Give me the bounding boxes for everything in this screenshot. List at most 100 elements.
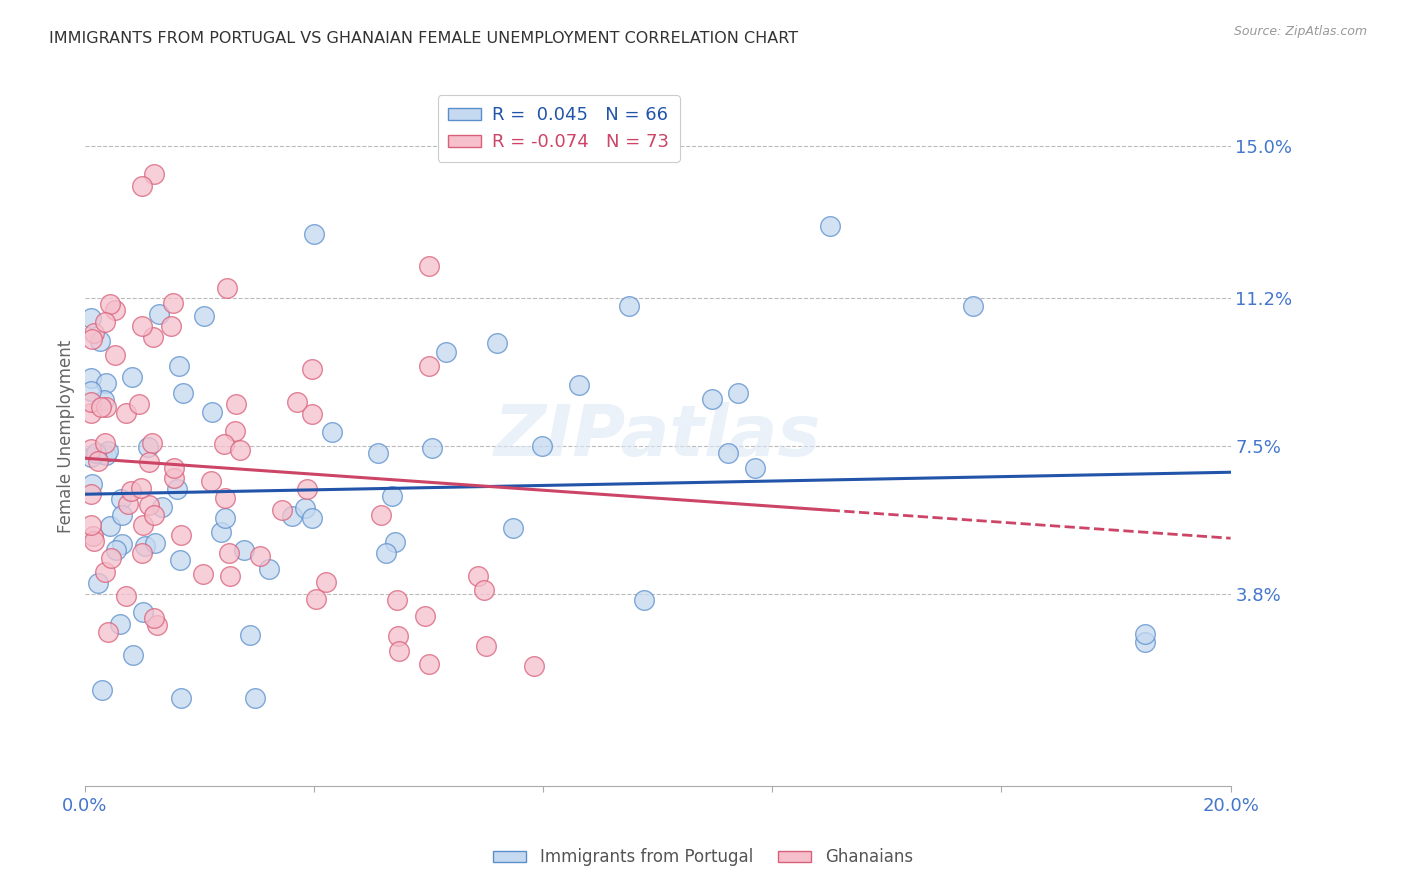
- Point: [315, 575, 337, 590]
- Point: [219, 569, 242, 583]
- Point: [160, 319, 183, 334]
- Point: [98, 519, 121, 533]
- Point: [131, 546, 153, 560]
- Point: [225, 397, 247, 411]
- Point: [79, 406, 101, 420]
- Point: [380, 489, 402, 503]
- Point: [201, 405, 224, 419]
- Point: [141, 435, 163, 450]
- Point: [93, 315, 115, 329]
- Point: [214, 491, 236, 505]
- Point: [111, 537, 134, 551]
- Point: [91, 682, 114, 697]
- Point: [129, 481, 152, 495]
- Point: [212, 436, 235, 450]
- Point: [418, 657, 440, 671]
- Point: [145, 618, 167, 632]
- Point: [716, 446, 738, 460]
- Point: [94, 448, 117, 462]
- Point: [169, 553, 191, 567]
- Point: [214, 511, 236, 525]
- Point: [163, 461, 186, 475]
- Point: [302, 227, 325, 242]
- Point: [218, 546, 240, 560]
- Point: [98, 297, 121, 311]
- Point: [143, 508, 166, 522]
- Point: [301, 362, 323, 376]
- Point: [104, 543, 127, 558]
- Point: [568, 378, 591, 392]
- Point: [387, 593, 409, 607]
- Point: [191, 567, 214, 582]
- Point: [96, 400, 118, 414]
- Point: [104, 348, 127, 362]
- Point: [224, 424, 246, 438]
- Point: [744, 461, 766, 475]
- Point: [502, 521, 524, 535]
- Point: [132, 605, 155, 619]
- Point: [434, 345, 457, 359]
- Point: [89, 334, 111, 348]
- Point: [232, 542, 254, 557]
- Point: [374, 545, 396, 559]
- Point: [257, 562, 280, 576]
- Point: [94, 566, 117, 580]
- Point: [83, 326, 105, 340]
- Point: [150, 500, 173, 514]
- Point: [142, 330, 165, 344]
- Point: [90, 401, 112, 415]
- Text: ZIPatlas: ZIPatlas: [494, 401, 821, 471]
- Point: [530, 439, 553, 453]
- Point: [143, 611, 166, 625]
- Point: [245, 691, 267, 706]
- Point: [523, 658, 546, 673]
- Point: [239, 628, 262, 642]
- Point: [295, 483, 318, 497]
- Point: [87, 576, 110, 591]
- Point: [111, 508, 134, 522]
- Point: [467, 569, 489, 583]
- Point: [472, 583, 495, 598]
- Point: [122, 648, 145, 662]
- Point: [131, 179, 153, 194]
- Point: [633, 592, 655, 607]
- Text: IMMIGRANTS FROM PORTUGAL VS GHANAIAN FEMALE UNEMPLOYMENT CORRELATION CHART: IMMIGRANTS FROM PORTUGAL VS GHANAIAN FEM…: [49, 31, 799, 46]
- Point: [388, 644, 411, 658]
- Point: [87, 453, 110, 467]
- Point: [228, 443, 250, 458]
- Point: [79, 371, 101, 385]
- Point: [1133, 627, 1156, 641]
- Point: [79, 486, 101, 500]
- Point: [301, 510, 323, 524]
- Point: [418, 260, 440, 274]
- Point: [80, 476, 103, 491]
- Point: [117, 497, 139, 511]
- Point: [294, 500, 316, 515]
- Point: [367, 445, 389, 459]
- Point: [97, 444, 120, 458]
- Point: [91, 447, 114, 461]
- Point: [84, 446, 107, 460]
- Point: [200, 474, 222, 488]
- Point: [82, 528, 104, 542]
- Point: [134, 539, 156, 553]
- Point: [215, 281, 238, 295]
- Point: [80, 332, 103, 346]
- Point: [249, 549, 271, 564]
- Point: [270, 503, 292, 517]
- Point: [100, 550, 122, 565]
- Point: [727, 385, 749, 400]
- Point: [148, 307, 170, 321]
- Point: [93, 393, 115, 408]
- Point: [162, 296, 184, 310]
- Point: [418, 359, 440, 374]
- Point: [142, 167, 165, 181]
- Point: [384, 535, 406, 549]
- Point: [110, 617, 132, 632]
- Point: [114, 589, 136, 603]
- Point: [80, 450, 103, 465]
- Point: [281, 508, 304, 523]
- Text: Source: ZipAtlas.com: Source: ZipAtlas.com: [1233, 25, 1367, 38]
- Y-axis label: Female Unemployment: Female Unemployment: [58, 340, 75, 533]
- Point: [79, 442, 101, 456]
